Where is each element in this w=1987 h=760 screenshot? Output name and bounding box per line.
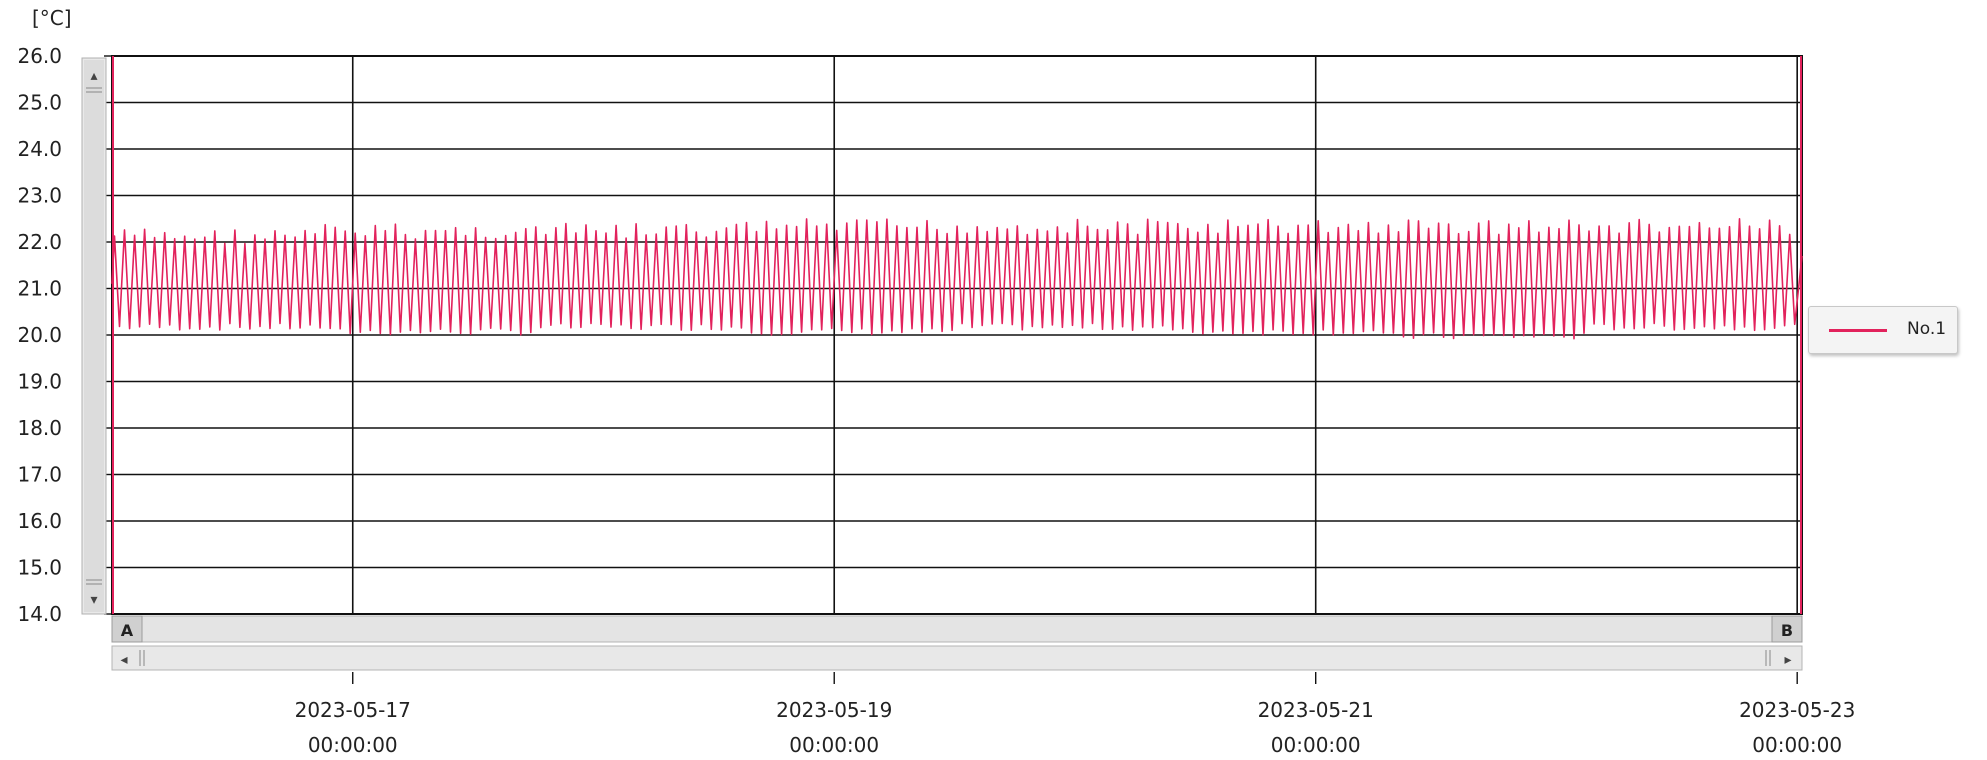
scroll-right-icon[interactable]: ▸ xyxy=(1784,651,1791,667)
scroll-left-icon[interactable]: ◂ xyxy=(120,651,127,667)
grid xyxy=(111,55,1803,615)
horizontal-scrollbar[interactable]: ◂ ▸ xyxy=(111,645,1803,671)
x-tick-time: 00:00:00 xyxy=(1271,733,1361,757)
y-tick-label: 22.0 xyxy=(17,230,62,254)
y-tick-label: 16.0 xyxy=(17,509,62,533)
y-tick-label: 24.0 xyxy=(17,137,62,161)
cursor-b-label: B xyxy=(1781,621,1793,640)
x-tick-time: 00:00:00 xyxy=(1752,733,1842,757)
cursor-a-handle[interactable] xyxy=(111,615,143,643)
x-axis-ticks: 2023-05-17 00:00:00 2023-05-19 00:00:00 2023… xyxy=(295,672,1855,757)
scroll-down-icon[interactable]: ▾ xyxy=(90,591,97,607)
y-axis-ticks: 26.0 25.0 24.0 23.0 22.0 21.0 20.0 19.0 18.0 17.0… xyxy=(17,44,112,626)
legend-swatch xyxy=(1829,329,1887,332)
series-layer xyxy=(111,56,1803,614)
y-tick-label: 19.0 xyxy=(17,370,62,394)
y-tick-label: 15.0 xyxy=(17,556,62,580)
y-tick-label: 26.0 xyxy=(17,44,62,68)
x-tick-time: 00:00:00 xyxy=(308,733,398,757)
x-tick-date: 2023-05-21 xyxy=(1258,698,1374,722)
y-tick-label: 23.0 xyxy=(17,184,62,208)
x-tick-date: 2023-05-23 xyxy=(1739,698,1855,722)
x-tick-date: 2023-05-17 xyxy=(295,698,411,722)
x-tick-time: 00:00:00 xyxy=(789,733,879,757)
scroll-up-icon[interactable]: ▴ xyxy=(90,67,97,83)
vertical-scrollbar[interactable]: ▴ ▾ xyxy=(81,57,107,615)
legend-label: No.1 xyxy=(1907,319,1947,339)
cursor-bar[interactable]: A B xyxy=(111,615,1803,643)
y-tick-label: 25.0 xyxy=(17,91,62,115)
legend: No.1 xyxy=(1808,306,1958,354)
x-tick-date: 2023-05-19 xyxy=(776,698,892,722)
y-tick-label: 21.0 xyxy=(17,277,62,301)
y-tick-label: 14.0 xyxy=(17,602,62,626)
y-tick-label: 20.0 xyxy=(17,323,62,347)
cursor-b-handle[interactable] xyxy=(1771,615,1803,643)
series-line-no1 xyxy=(111,218,1803,340)
y-axis-unit: [°C] xyxy=(32,6,72,30)
y-tick-label: 17.0 xyxy=(17,463,62,487)
cursor-a-label: A xyxy=(121,621,134,640)
y-tick-label: 18.0 xyxy=(17,416,62,440)
